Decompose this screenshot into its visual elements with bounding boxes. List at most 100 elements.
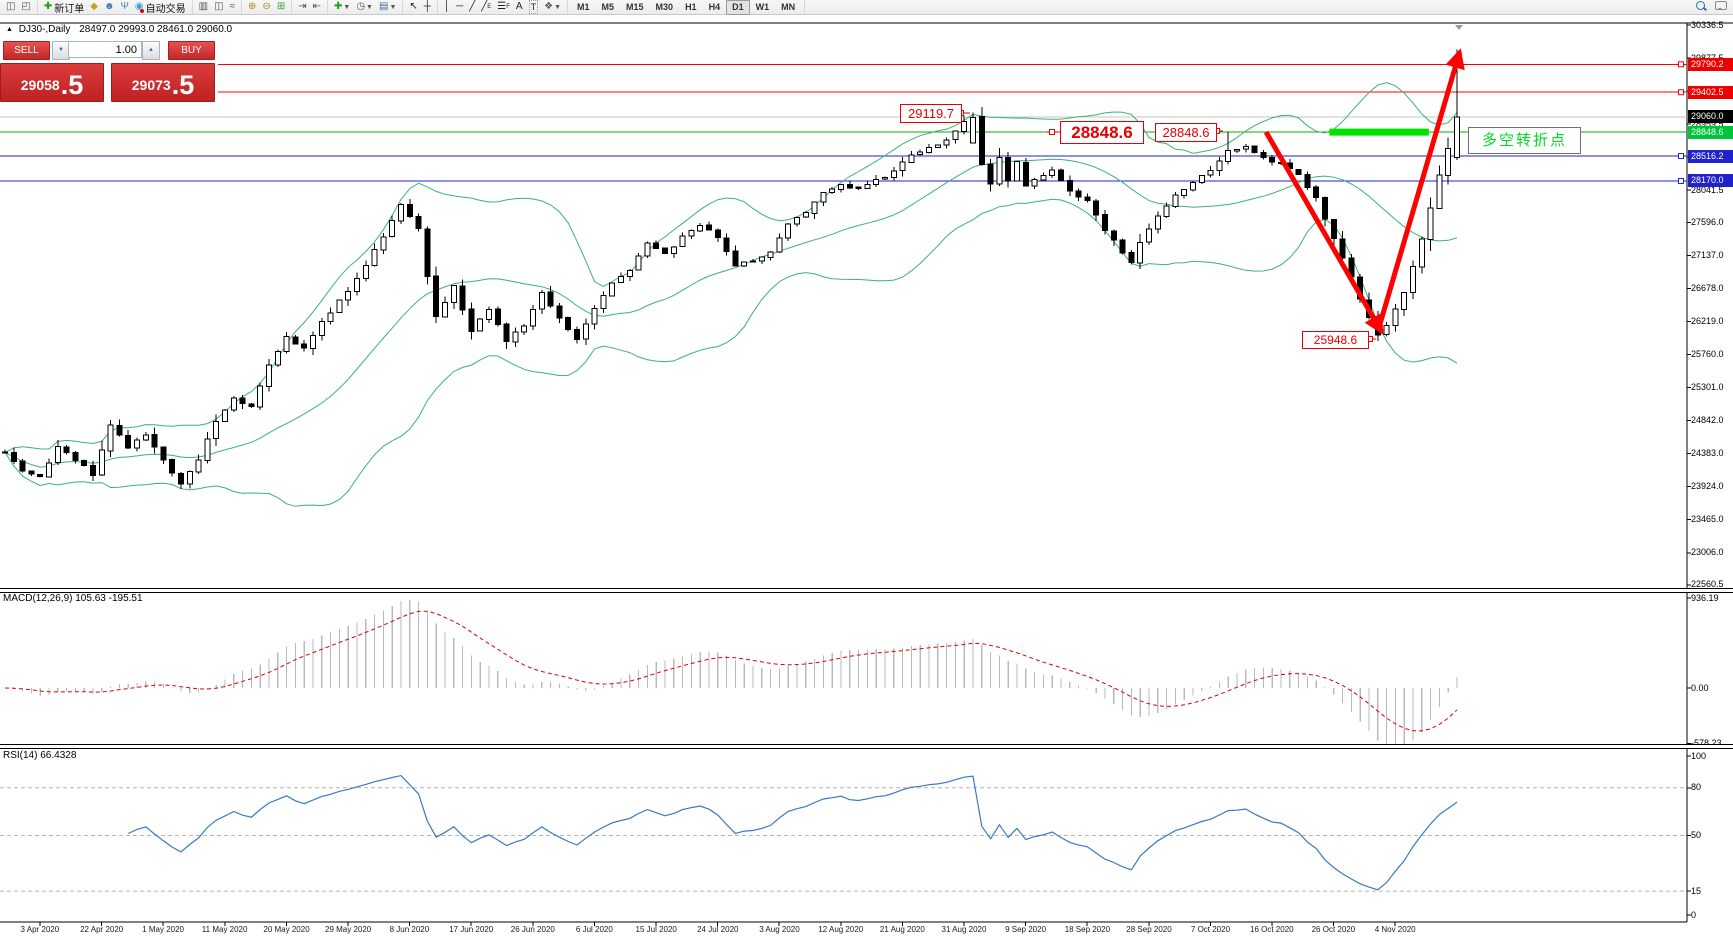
template-dropdown[interactable]: ▤ ▼ xyxy=(378,1,397,12)
date-tick-label: 3 Aug 2020 xyxy=(759,925,800,934)
price-line-axis-label: 29060.0 xyxy=(1688,110,1733,124)
add-indicator-button[interactable]: ✚ ▼ xyxy=(333,1,351,12)
trendline-tool-icon[interactable]: ╱ xyxy=(469,1,476,12)
price-tick-label: 24842.0 xyxy=(1691,415,1724,426)
peak-price-label[interactable]: 29119.7 xyxy=(900,104,962,124)
sell-price-display[interactable]: 29058.5 xyxy=(0,63,104,102)
price-tick-label: 28959.5 xyxy=(1691,118,1724,129)
crosshair-tool-icon[interactable]: ┼ xyxy=(423,1,431,12)
date-tick-label: 1 May 2020 xyxy=(142,925,184,934)
price-tick-label: 30336.5 xyxy=(1691,19,1724,30)
shapes-dropdown-icon[interactable]: ❖ ▼ xyxy=(544,1,561,12)
fibonacci-tool-icon[interactable]: ☰ F xyxy=(497,1,510,12)
level-price-label-big[interactable]: 28848.6 xyxy=(1060,121,1144,145)
volume-increase-button[interactable]: ▲ xyxy=(142,41,160,60)
turning-point-annotation[interactable]: 多空转折点 xyxy=(1468,127,1581,154)
search-icon[interactable] xyxy=(1696,1,1705,13)
timeframe-button-m5[interactable]: M5 xyxy=(601,1,615,12)
new-order-icon: ✚ xyxy=(43,1,53,12)
price-line-axis-label: 28848.6 xyxy=(1688,125,1733,139)
macd-panel-splitter[interactable] xyxy=(0,588,1733,593)
rsi-tick-label: 0 xyxy=(1691,909,1697,920)
price-line-axis-label: 28516.2 xyxy=(1688,149,1733,163)
date-tick-label: 22 Apr 2020 xyxy=(80,925,124,934)
rsi-tick-label: 15 xyxy=(1691,885,1702,896)
period-dropdown[interactable]: ◷ ▼ xyxy=(356,1,373,12)
chat-icon[interactable] xyxy=(1715,1,1727,13)
indicators-bucket-icon[interactable]: ◆ xyxy=(90,1,98,12)
timeframe-button-h4[interactable]: H4 xyxy=(708,1,721,12)
vertical-line-tool-icon[interactable]: │ xyxy=(443,1,451,12)
timeframe-group: M1 M5 M15 M30 H1 H4 D1 W1 MN xyxy=(568,0,806,15)
macd-tick-label: 0.00 xyxy=(1691,682,1709,693)
timeframe-button-w1[interactable]: W1 xyxy=(755,1,770,12)
line-chart-type-icon[interactable]: ≈ xyxy=(229,1,236,12)
price-line-axis-label: 29790.2 xyxy=(1688,57,1733,71)
tile-windows-icon[interactable]: ⊞ xyxy=(276,1,286,12)
zoom-out-icon[interactable]: ⊖ xyxy=(262,1,271,12)
data-window-icon[interactable]: ◰ xyxy=(21,1,31,12)
price-tick-label: 25301.0 xyxy=(1691,382,1724,393)
template-icon: ▤ xyxy=(378,1,389,12)
signals-icon[interactable]: Ψ xyxy=(120,1,129,12)
price-tick-label: 26219.0 xyxy=(1691,315,1724,326)
date-tick-label: 31 Aug 2020 xyxy=(941,925,987,934)
date-tick-label: 24 Jul 2020 xyxy=(697,925,739,934)
cursor-tool-icon[interactable]: ↖ xyxy=(409,1,418,12)
date-tick-label: 6 Jul 2020 xyxy=(575,925,613,934)
date-tick-label: 9 Sep 2020 xyxy=(1005,925,1047,934)
timeframe-button-h1[interactable]: H1 xyxy=(685,1,697,12)
buy-button[interactable]: BUY xyxy=(168,41,215,60)
timeframe-button-mn[interactable]: MN xyxy=(781,1,796,12)
sell-button[interactable]: SELL xyxy=(3,41,50,60)
channel-tool-icon[interactable]: ╱ E xyxy=(481,1,492,12)
price-tick-label: 23924.0 xyxy=(1691,481,1724,492)
text-tool-icon[interactable]: A xyxy=(515,1,523,12)
auto-scroll-icon[interactable]: ⇥ xyxy=(298,1,307,12)
level-price-label-small[interactable]: 28848.6 xyxy=(1155,123,1217,143)
date-tick-label: 16 Oct 2020 xyxy=(1250,925,1294,934)
horizontal-line-tool-icon[interactable]: ─ xyxy=(456,1,464,12)
date-tick-label: 18 Sep 2020 xyxy=(1064,925,1111,934)
candlestick-chart-type-icon[interactable]: ◫ xyxy=(214,1,224,12)
price-tick-label: 25760.0 xyxy=(1691,349,1724,359)
chart-window-icon[interactable]: ◫ xyxy=(6,1,16,12)
macd-tick-label: -578.23 xyxy=(1691,738,1722,748)
rsi-panel-splitter[interactable] xyxy=(0,744,1733,749)
macd-tick-label: 936.19 xyxy=(1691,592,1719,603)
buy-price-display[interactable]: 29073.5 xyxy=(111,63,215,102)
date-tick-label: 20 May 2020 xyxy=(263,925,310,934)
timeframe-button-m30[interactable]: M30 xyxy=(655,1,674,12)
date-tick-label: 12 Aug 2020 xyxy=(818,925,864,934)
date-tick-label: 11 May 2020 xyxy=(201,925,248,934)
zoom-in-icon[interactable]: ⊕ xyxy=(248,1,257,12)
price-tick-label: 22560.5 xyxy=(1691,579,1724,590)
date-tick-label: 7 Oct 2020 xyxy=(1190,925,1231,934)
timeframe-button-d1[interactable]: D1 xyxy=(726,0,750,15)
bar-chart-type-icon[interactable]: ▥ xyxy=(198,1,209,12)
collapse-trade-panel-icon[interactable]: ▲ xyxy=(6,26,13,33)
low-price-label[interactable]: 25948.6 xyxy=(1302,331,1369,349)
profile-icon[interactable]: ☻ xyxy=(104,1,115,12)
clock-icon: ◷ xyxy=(356,1,366,12)
rsi-tick-label: 50 xyxy=(1691,830,1702,840)
timeframe-button-m1[interactable]: M1 xyxy=(577,1,590,12)
autotrade-off-dot xyxy=(139,8,144,13)
date-tick-label: 26 Oct 2020 xyxy=(1311,925,1356,934)
main-toolbar: ◫ ◰ ✚ 新订单 ◆ ☻ Ψ ◉ 自动交易 ▥ ◫ ≈ ⊕ ⊖ ⊞ ⇥ ⇤ ✚… xyxy=(0,0,1733,15)
symbol-title: DJ30-,Daily xyxy=(18,24,71,35)
price-tick-label: 23465.0 xyxy=(1691,514,1724,525)
autotrade-icon: ◉ xyxy=(134,1,144,12)
timeframe-button-m15[interactable]: M15 xyxy=(626,1,644,12)
date-tick-label: 26 Jun 2020 xyxy=(510,925,555,934)
autotrade-button[interactable]: ◉ 自动交易 xyxy=(134,1,186,15)
one-click-trade-panel: SELL ▼ ▲ BUY 29058.5 29073.5 xyxy=(0,36,218,104)
date-tick-label: 21 Aug 2020 xyxy=(879,925,925,934)
date-tick-label: 8 Jun 2020 xyxy=(389,925,430,934)
volume-input[interactable] xyxy=(68,41,142,58)
label-tool-icon[interactable]: T xyxy=(528,0,539,14)
date-tick-label: 4 Nov 2020 xyxy=(1374,925,1416,934)
new-order-button[interactable]: ✚ 新订单 xyxy=(43,1,85,15)
chart-shift-icon[interactable]: ⇤ xyxy=(312,1,321,12)
